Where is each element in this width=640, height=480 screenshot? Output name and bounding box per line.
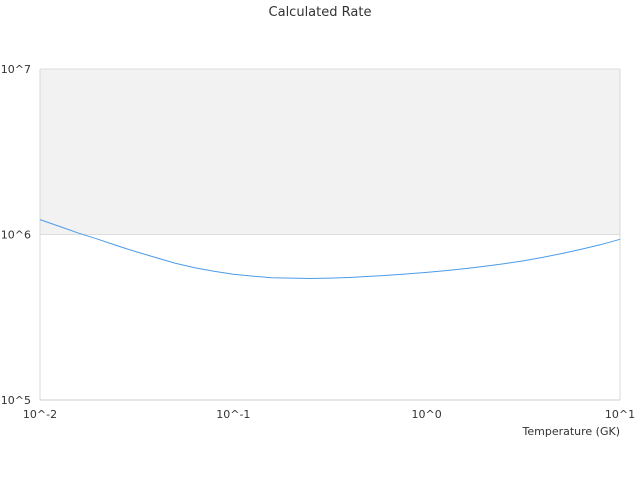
- x-axis-label: Temperature (GK): [522, 425, 621, 438]
- plot-area: [39, 68, 621, 401]
- y-tick-label: 10^6: [1, 229, 31, 242]
- x-tick-label: 10^-2: [23, 408, 57, 421]
- y-tick-label: 10^5: [1, 394, 31, 407]
- chart-title: Calculated Rate: [269, 5, 372, 20]
- shaded-band: [40, 69, 620, 235]
- y-tick-label: 10^7: [1, 63, 31, 76]
- x-tick-label: 10^0: [412, 408, 442, 421]
- x-tick-label: 10^1: [605, 408, 635, 421]
- x-tick-label: 10^-1: [216, 408, 250, 421]
- tick-labels: 10^-2 10^-1 10^0 10^1 10^5 10^6 10^7: [1, 63, 635, 421]
- series-line: [39, 219, 621, 280]
